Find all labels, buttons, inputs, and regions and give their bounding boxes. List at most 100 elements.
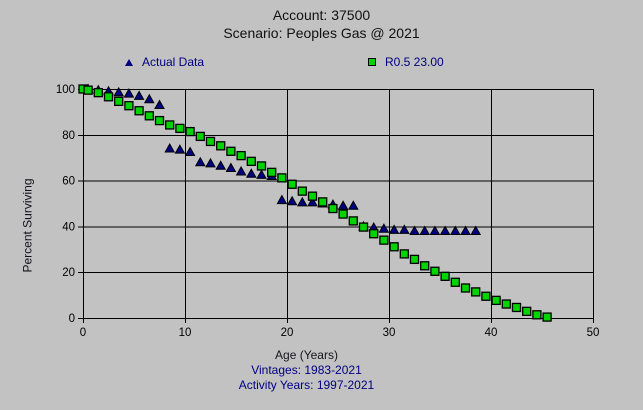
data-point-fitted	[450, 277, 460, 287]
data-point-actual	[215, 160, 227, 170]
y-tick-label: 40	[62, 221, 75, 233]
y-tick-label: 60	[62, 176, 75, 188]
data-point-actual	[194, 156, 206, 167]
data-point-actual	[470, 225, 482, 235]
data-point-fitted	[522, 306, 532, 317]
y-tick-label: 100	[56, 84, 75, 96]
x-tick-label: 20	[281, 327, 294, 339]
legend-fitted-curve: R0.5 23.00	[368, 55, 444, 69]
data-point-actual	[398, 224, 410, 234]
data-point-actual	[235, 165, 247, 176]
chart-title-block: Account: 37500 Scenario: Peoples Gas @ 2…	[0, 7, 643, 42]
data-point-fitted	[124, 101, 134, 111]
data-point-fitted	[338, 209, 348, 219]
data-point-actual	[123, 88, 135, 98]
data-point-fitted	[103, 92, 114, 102]
data-point-fitted	[267, 167, 277, 178]
data-point-fitted	[471, 287, 481, 297]
data-point-actual	[174, 144, 186, 154]
activity-years-label: Activity Years: 1997-2021	[238, 378, 375, 392]
data-point-fitted	[358, 222, 369, 232]
data-point-actual	[184, 146, 196, 156]
data-point-actual	[388, 224, 400, 234]
data-point-fitted	[195, 131, 205, 142]
plot-border	[83, 89, 594, 319]
x-tick-label: 0	[80, 327, 86, 339]
data-point-fitted	[144, 111, 154, 121]
legend-actual-label: Actual Data	[142, 55, 205, 69]
data-point-fitted	[297, 186, 307, 196]
footer-block: Age (Years) Vintages: 1983-2021 Activity…	[83, 348, 530, 393]
data-point-fitted	[430, 266, 440, 276]
data-point-actual	[245, 168, 257, 178]
data-point-fitted	[532, 310, 542, 320]
data-point-fitted	[307, 191, 318, 201]
data-point-actual	[296, 196, 308, 207]
data-point-fitted	[175, 123, 185, 134]
x-tick-label: 40	[485, 327, 498, 339]
x-tick-label: 30	[383, 327, 396, 339]
data-point-fitted	[246, 156, 256, 167]
y-tick-label: 0	[69, 313, 75, 325]
x-tick-label: 50	[587, 327, 600, 339]
x-axis-title: Age (Years)	[275, 348, 338, 362]
data-point-fitted	[501, 299, 511, 309]
data-point-fitted	[134, 106, 144, 116]
scenario-title: Scenario: Peoples Gas @ 2021	[223, 25, 420, 41]
data-point-actual	[337, 200, 349, 210]
data-point-fitted	[83, 85, 93, 95]
data-point-fitted	[369, 229, 379, 239]
data-point-actual	[347, 200, 359, 210]
legend-actual-data: Actual Data	[125, 55, 204, 69]
data-point-actual	[409, 225, 420, 235]
data-point-actual	[419, 225, 431, 235]
data-point-fitted	[287, 179, 297, 189]
data-point-actual	[205, 157, 216, 168]
data-point-fitted	[399, 249, 409, 259]
data-point-actual	[286, 195, 298, 206]
data-point-fitted	[185, 126, 195, 137]
y-tick-label: 80	[62, 130, 75, 142]
data-point-fitted	[205, 136, 216, 147]
legend-fitted-label: R0.5 23.00	[385, 55, 444, 69]
data-point-fitted	[226, 146, 236, 156]
data-point-fitted	[328, 203, 338, 214]
data-point-fitted	[236, 150, 246, 161]
data-point-fitted	[256, 161, 267, 171]
square-marker-icon	[368, 58, 376, 66]
data-point-actual	[133, 90, 145, 100]
data-point-actual	[307, 196, 318, 207]
triangle-marker-icon	[125, 58, 133, 66]
data-point-actual	[439, 225, 451, 235]
data-point-fitted	[93, 88, 103, 98]
data-point-fitted	[420, 261, 430, 271]
account-title: Account: 37500	[272, 7, 371, 23]
data-point-fitted	[389, 242, 399, 252]
data-point-fitted	[460, 283, 471, 293]
data-point-actual	[276, 194, 288, 205]
data-point-fitted	[409, 254, 420, 265]
data-point-actual	[378, 223, 390, 233]
data-point-fitted	[542, 312, 552, 322]
data-point-fitted	[379, 235, 389, 245]
data-point-fitted	[165, 120, 175, 130]
data-point-actual	[256, 169, 267, 179]
data-point-actual	[449, 225, 461, 235]
data-point-actual	[113, 86, 125, 97]
data-point-fitted	[491, 295, 501, 306]
vintages-label: Vintages: 1983-2021	[251, 363, 362, 377]
data-point-fitted	[216, 141, 226, 151]
data-point-fitted	[348, 216, 358, 226]
data-point-actual	[225, 162, 237, 173]
data-point-fitted	[154, 115, 165, 126]
data-point-fitted	[277, 173, 287, 183]
data-point-actual	[460, 225, 471, 235]
data-point-fitted	[114, 96, 124, 107]
data-point-actual	[429, 225, 441, 235]
data-point-actual	[143, 93, 155, 104]
data-point-fitted	[481, 291, 491, 301]
data-point-fitted	[511, 302, 522, 313]
data-point-actual	[164, 143, 176, 153]
